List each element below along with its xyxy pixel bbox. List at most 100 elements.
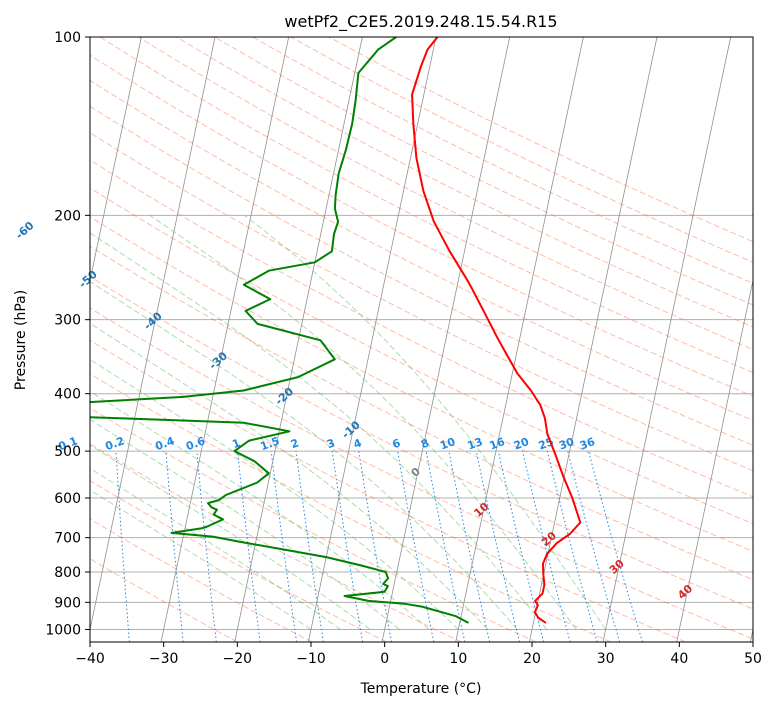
isotherm-label: 40 [675, 582, 695, 602]
temperature-profile [411, 37, 582, 624]
isotherm-label: 20 [539, 529, 559, 549]
moist-adiabat [90, 280, 518, 630]
mixing-ratio-line [497, 450, 545, 642]
mixing-ratio-line [165, 451, 184, 642]
isotherm-line [381, 37, 511, 642]
mixing-ratio-line [115, 451, 130, 642]
isotherm-line [749, 627, 753, 642]
x-tick-label: 40 [670, 651, 688, 667]
dry-adiabat [90, 558, 238, 642]
mixing-ratio-label: 0.4 [153, 434, 176, 453]
isotherm-line [90, 37, 216, 632]
moist-adiabat [90, 232, 548, 630]
chart-title: wetPf2_C2E5.2019.248.15.54.R15 [284, 12, 557, 32]
background-lines [0, 37, 753, 642]
moist-adiabat [90, 418, 400, 630]
moist-adiabat [90, 467, 341, 630]
mixing-ratio-line [358, 451, 392, 642]
isotherm-label: -30 [207, 349, 231, 372]
isotherm-line [455, 37, 584, 642]
isotherm-line [307, 37, 437, 642]
mixing-ratio-label: 20 [512, 435, 531, 453]
mixing-ratio-label: 2 [289, 436, 301, 451]
dry-adiabat [290, 37, 753, 263]
mixing-ratio-label: 30 [557, 435, 576, 453]
moist-adiabat [90, 444, 371, 630]
x-tick-label: −10 [296, 651, 326, 667]
axis-ticks: −40 −30 −20 −10 0 10 20 30 40 5010020030040050060… [45, 30, 762, 667]
y-tick-label: 1000 [45, 622, 81, 638]
moist-adiabat [90, 390, 430, 630]
y-tick-label: 700 [54, 531, 81, 547]
y-tick-label: 400 [54, 387, 81, 403]
dry-adiabat [90, 105, 753, 446]
plot-frame [89, 36, 754, 643]
dry-adiabat [99, 37, 753, 374]
isotherm-label: -50 [76, 268, 100, 291]
mixing-ratio-line [331, 451, 364, 642]
dry-adiabat [90, 307, 753, 640]
moist-adiabat [90, 489, 312, 630]
isotherm-line [0, 37, 68, 642]
mixing-ratio-line [295, 451, 324, 642]
mixing-ratio-label: 6 [391, 436, 403, 451]
mixing-ratio-line [546, 450, 598, 642]
dry-adiabat [90, 54, 753, 397]
y-tick-label: 100 [54, 30, 81, 46]
y-tick-label: 600 [54, 491, 81, 507]
mixing-ratio-label: 25 [537, 435, 556, 452]
dry-adiabat [252, 37, 753, 284]
mixing-ratio-label: 3 [325, 436, 337, 451]
mixing-ratio-line [196, 451, 217, 642]
isotherm-label: 10 [471, 500, 491, 520]
mixing-ratio-line [397, 451, 435, 642]
isotherm-line [90, 37, 142, 283]
dry-adiabat [90, 132, 753, 472]
dry-adiabat [90, 407, 537, 642]
mixing-ratio-line [588, 450, 643, 642]
x-tick-label: −20 [223, 651, 253, 667]
moist-adiabat [149, 214, 577, 630]
mixing-ratio-label: 1.5 [259, 434, 282, 453]
dry-adiabat [90, 216, 753, 552]
dewpoint-profile [90, 37, 469, 624]
mixing-ratio-label: 0.6 [184, 434, 207, 453]
dry-adiabat [90, 245, 753, 581]
mixing-ratio-label: 1 [230, 436, 242, 451]
x-tick-label: 0 [380, 651, 389, 667]
isotherm-line [234, 37, 363, 642]
dry-adiabat [137, 37, 753, 351]
x-tick-label: 30 [597, 651, 615, 667]
mixing-ratio-label: 10 [438, 435, 457, 453]
isotherm-line [160, 37, 290, 642]
dry-adiabat [90, 518, 313, 642]
dry-adiabat [176, 37, 753, 328]
x-tick-label: 20 [523, 651, 541, 667]
mixing-ratio-label: 8 [419, 436, 431, 451]
isotherm-line [602, 37, 732, 642]
mixing-ratio-label: 36 [578, 435, 597, 453]
y-tick-label: 900 [54, 595, 81, 611]
dry-adiabat [90, 373, 612, 642]
y-tick-label: 200 [54, 208, 81, 224]
mixing-ratio-label: 16 [488, 435, 507, 453]
x-axis-label: Temperature (°C) [360, 681, 482, 697]
dry-adiabat [90, 480, 387, 642]
x-tick-label: 50 [744, 651, 762, 667]
mixing-ratio-label: 4 [352, 436, 364, 451]
dry-adiabat [90, 187, 753, 525]
isotherm-label: 30 [607, 557, 627, 577]
moist-adiabat [243, 214, 607, 630]
y-tick-label: 500 [54, 444, 81, 460]
isotherm-label: -20 [273, 385, 297, 408]
mixing-ratio-line [567, 450, 621, 642]
mixing-ratio-line [522, 450, 571, 642]
dry-adiabat [90, 443, 462, 642]
y-tick-label: 300 [54, 313, 81, 329]
dry-adiabat [90, 339, 686, 642]
profiles [90, 37, 582, 624]
y-tick-label: 800 [54, 565, 81, 581]
dry-adiabat [90, 159, 753, 498]
moist-adiabat [90, 322, 489, 630]
